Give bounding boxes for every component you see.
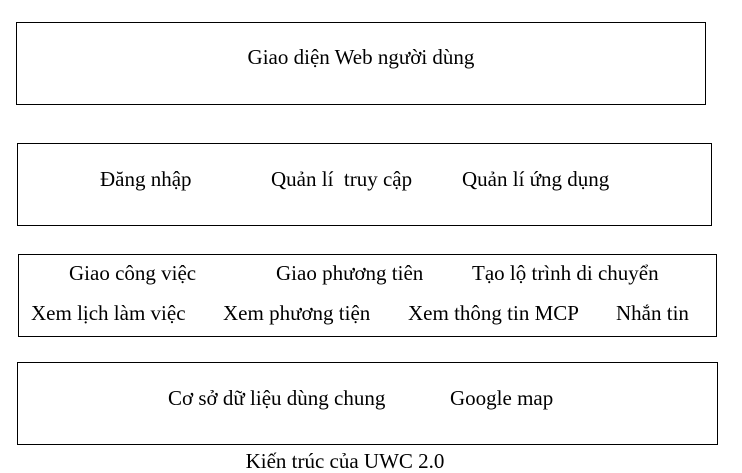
login-label: Đăng nhập	[100, 167, 192, 191]
messaging-label: Nhắn tin	[616, 301, 689, 325]
diagram-caption: Kiến trúc của UWC 2.0	[245, 449, 445, 473]
app-management-label: Quản lí ứng dụng	[462, 167, 610, 191]
functions-layer: Giao công việc Giao phương tiên Tạo lộ t…	[18, 254, 717, 337]
web-ui-label: Giao diện Web người dùng	[247, 45, 475, 69]
data-layer: Cơ sở dữ liệu dùng chung Google map	[17, 362, 718, 445]
assign-work-label: Giao công việc	[69, 261, 197, 285]
google-map-label: Google map	[450, 386, 554, 410]
assign-vehicle-label: Giao phương tiên	[276, 261, 424, 285]
view-mcp-info-label: Xem thông tin MCP	[408, 301, 579, 325]
auth-layer: Đăng nhập Quản lí truy cập Quản lí ứng d…	[17, 143, 712, 226]
shared-database-label: Cơ sở dữ liệu dùng chung	[168, 386, 386, 410]
web-ui-layer: Giao diện Web người dùng	[16, 22, 706, 105]
access-management-label: Quản lí truy cập	[271, 167, 413, 191]
view-vehicle-label: Xem phương tiện	[223, 301, 371, 325]
view-schedule-label: Xem lịch làm việc	[31, 301, 186, 325]
create-route-label: Tạo lộ trình di chuyển	[472, 261, 659, 285]
